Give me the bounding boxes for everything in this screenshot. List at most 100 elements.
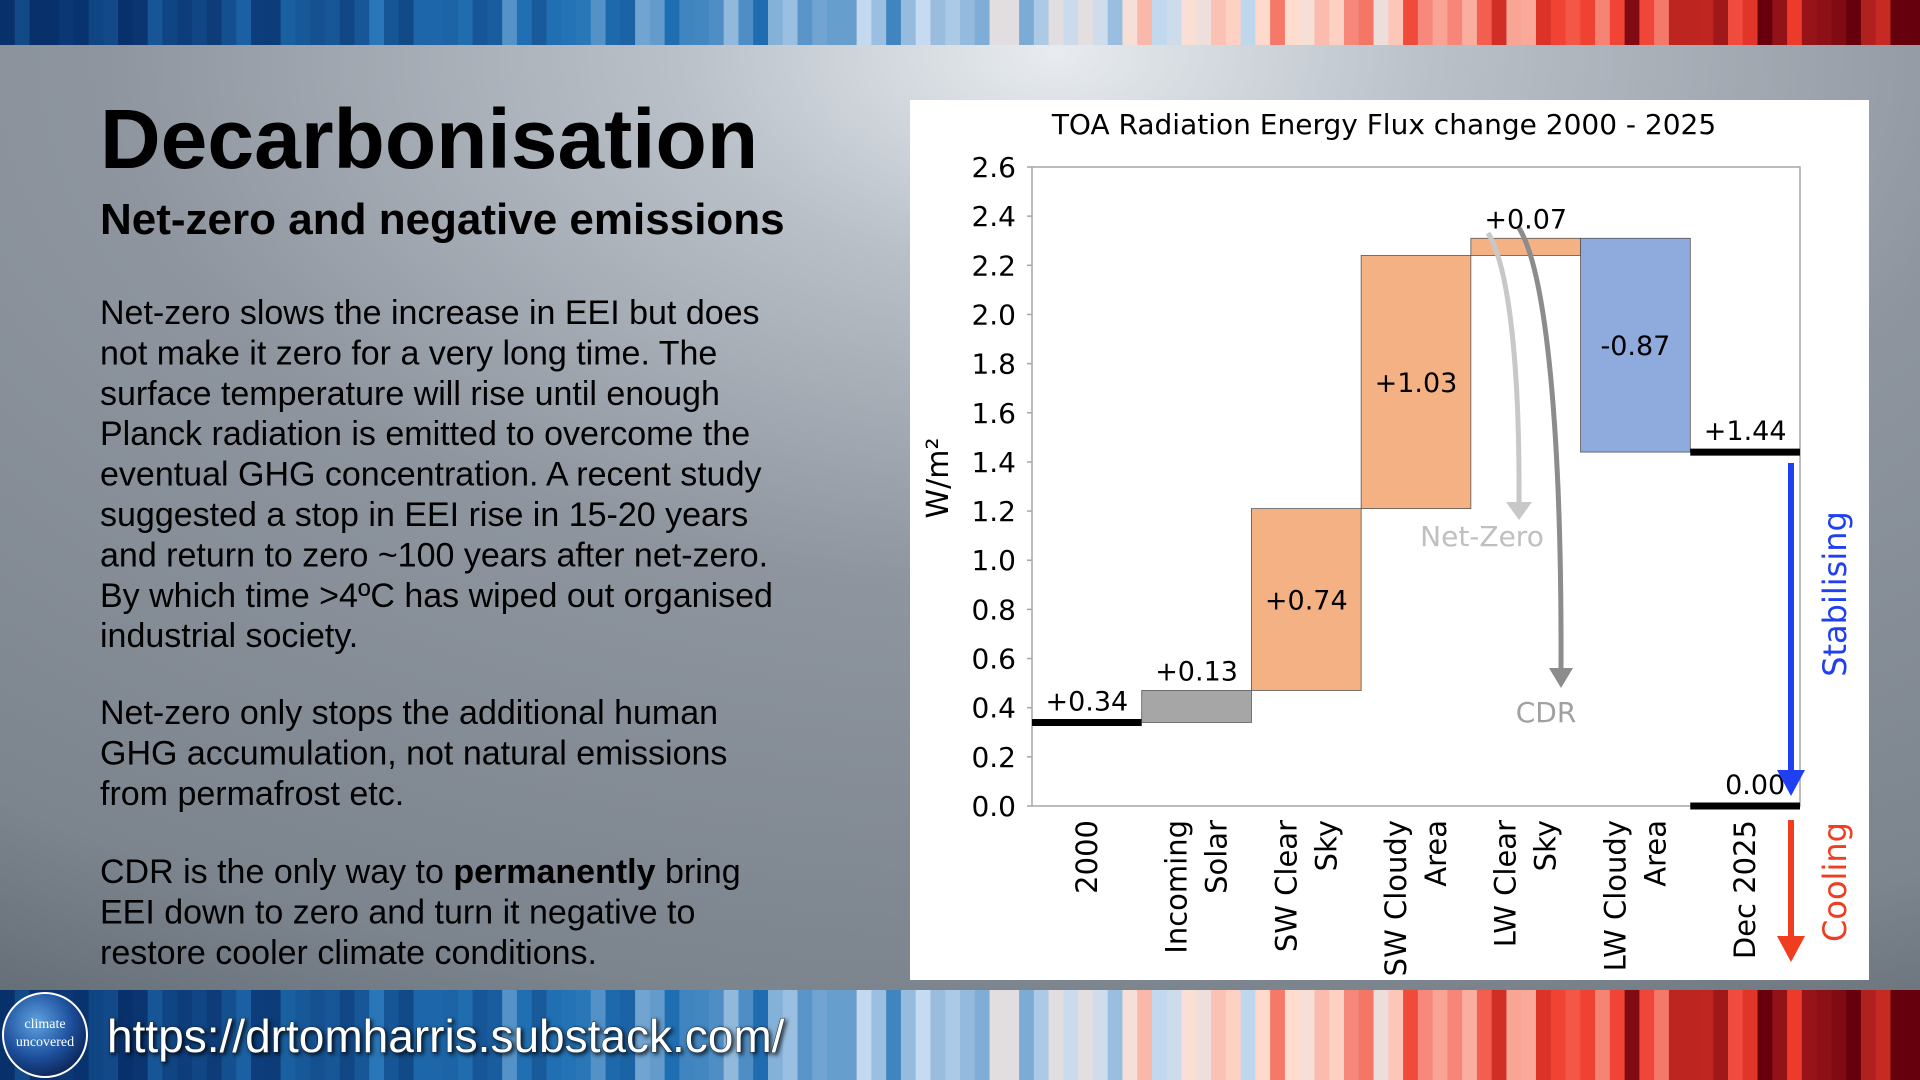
url-link[interactable]: https://drtomharris.substack.com/ bbox=[107, 1010, 786, 1063]
arrowhead bbox=[1777, 770, 1805, 796]
stripe bbox=[812, 990, 828, 1080]
stripe bbox=[856, 0, 872, 45]
stripe bbox=[44, 0, 60, 45]
stripe bbox=[1801, 990, 1818, 1080]
stripe bbox=[1284, 990, 1301, 1080]
stripe bbox=[1092, 990, 1109, 1080]
stripe bbox=[1196, 990, 1212, 1080]
stripe bbox=[649, 990, 666, 1080]
stripe bbox=[1772, 990, 1788, 1080]
stripe bbox=[1801, 0, 1818, 45]
stripe bbox=[118, 0, 134, 45]
stripe bbox=[930, 0, 946, 45]
chart-panel bbox=[910, 100, 1869, 980]
y-tick-label: 0.6 bbox=[971, 643, 1016, 676]
stripe bbox=[502, 0, 518, 45]
stripe bbox=[1609, 0, 1626, 45]
stripe bbox=[221, 990, 237, 1080]
stripe bbox=[1624, 990, 1640, 1080]
stripe bbox=[1270, 0, 1286, 45]
target-label: 0.00 bbox=[1725, 770, 1785, 801]
body-text: Net-zero slows the increase in EEI but d… bbox=[100, 294, 773, 972]
stripe bbox=[1122, 0, 1138, 45]
stripe bbox=[1225, 0, 1242, 45]
stripe bbox=[236, 990, 252, 1080]
stripe bbox=[620, 990, 636, 1080]
stripe bbox=[1417, 0, 1434, 45]
stripe bbox=[620, 0, 636, 45]
stripe bbox=[221, 0, 237, 45]
chart: TOA Radiation Energy Flux change 2000 - … bbox=[910, 100, 1869, 980]
stripe bbox=[827, 0, 843, 45]
stripe bbox=[192, 990, 208, 1080]
stripe bbox=[1358, 0, 1375, 45]
stripe bbox=[605, 0, 621, 45]
stripe bbox=[1757, 990, 1773, 1080]
stripe bbox=[177, 0, 193, 45]
stripe bbox=[1063, 990, 1079, 1080]
stripe bbox=[1890, 990, 1906, 1080]
stripe bbox=[797, 0, 813, 45]
stripe bbox=[812, 0, 828, 45]
y-axis-label: W/m² bbox=[921, 437, 956, 518]
x-tick-label: 2000 bbox=[1070, 820, 1104, 894]
stripe bbox=[73, 0, 90, 45]
stripe bbox=[1860, 990, 1877, 1080]
bar bbox=[1580, 237, 1691, 453]
stripe bbox=[398, 990, 415, 1080]
value-label: +0.07 bbox=[1484, 204, 1567, 235]
stripe bbox=[339, 0, 356, 45]
logo-text: uncovered bbox=[16, 1035, 74, 1050]
stripe bbox=[1639, 990, 1655, 1080]
stripe bbox=[782, 0, 799, 45]
stripe bbox=[886, 0, 902, 45]
stripe bbox=[265, 0, 282, 45]
stripe bbox=[147, 0, 164, 45]
stripe bbox=[723, 0, 740, 45]
stripe bbox=[0, 0, 16, 45]
stripe bbox=[827, 990, 843, 1080]
stripe bbox=[1609, 990, 1626, 1080]
stripe bbox=[443, 0, 459, 45]
stripe bbox=[900, 0, 917, 45]
stripe bbox=[886, 990, 902, 1080]
stripe bbox=[1713, 0, 1729, 45]
stripe bbox=[1432, 0, 1448, 45]
stripe bbox=[1846, 0, 1862, 45]
x-tick-label: Incoming bbox=[1160, 820, 1194, 954]
annotation: Net-Zero bbox=[1420, 520, 1544, 553]
stripe bbox=[1565, 990, 1581, 1080]
stripe bbox=[635, 990, 651, 1080]
stripe bbox=[694, 0, 710, 45]
stripe bbox=[679, 990, 695, 1080]
stripe bbox=[989, 990, 1005, 1080]
net-zero-arrow bbox=[1485, 231, 1522, 506]
stripe bbox=[1521, 990, 1537, 1080]
bar bbox=[1141, 690, 1252, 723]
stripe bbox=[398, 0, 415, 45]
y-tick-label: 2.6 bbox=[971, 151, 1016, 184]
stripe bbox=[1890, 0, 1906, 45]
stripe bbox=[1742, 990, 1759, 1080]
x-tick-label: Sky bbox=[1309, 820, 1343, 871]
stripe bbox=[118, 990, 134, 1080]
stripe bbox=[1728, 0, 1744, 45]
stripe bbox=[1004, 0, 1020, 45]
stripe bbox=[487, 990, 503, 1080]
x-tick-label: SW Cloudy bbox=[1379, 820, 1413, 976]
stripe bbox=[14, 0, 31, 45]
stripe bbox=[694, 990, 710, 1080]
paragraph-line: Planck radiation is emitted to overcome … bbox=[100, 415, 750, 453]
stripe bbox=[1048, 0, 1064, 45]
stripe bbox=[782, 990, 799, 1080]
y-tick-label: 1.4 bbox=[971, 446, 1016, 479]
stripe bbox=[88, 0, 104, 45]
stripe bbox=[1196, 0, 1212, 45]
stripe bbox=[103, 0, 119, 45]
stripe bbox=[280, 990, 296, 1080]
plot: 0.0 0.2 0.4 0.6 0.8 1.0 1.2 1.4 1.6 1.8 2.0 2.2 2.4 2… bbox=[971, 151, 1800, 976]
stripe bbox=[664, 0, 680, 45]
arrowhead bbox=[1777, 936, 1805, 962]
stripe bbox=[1403, 990, 1419, 1080]
